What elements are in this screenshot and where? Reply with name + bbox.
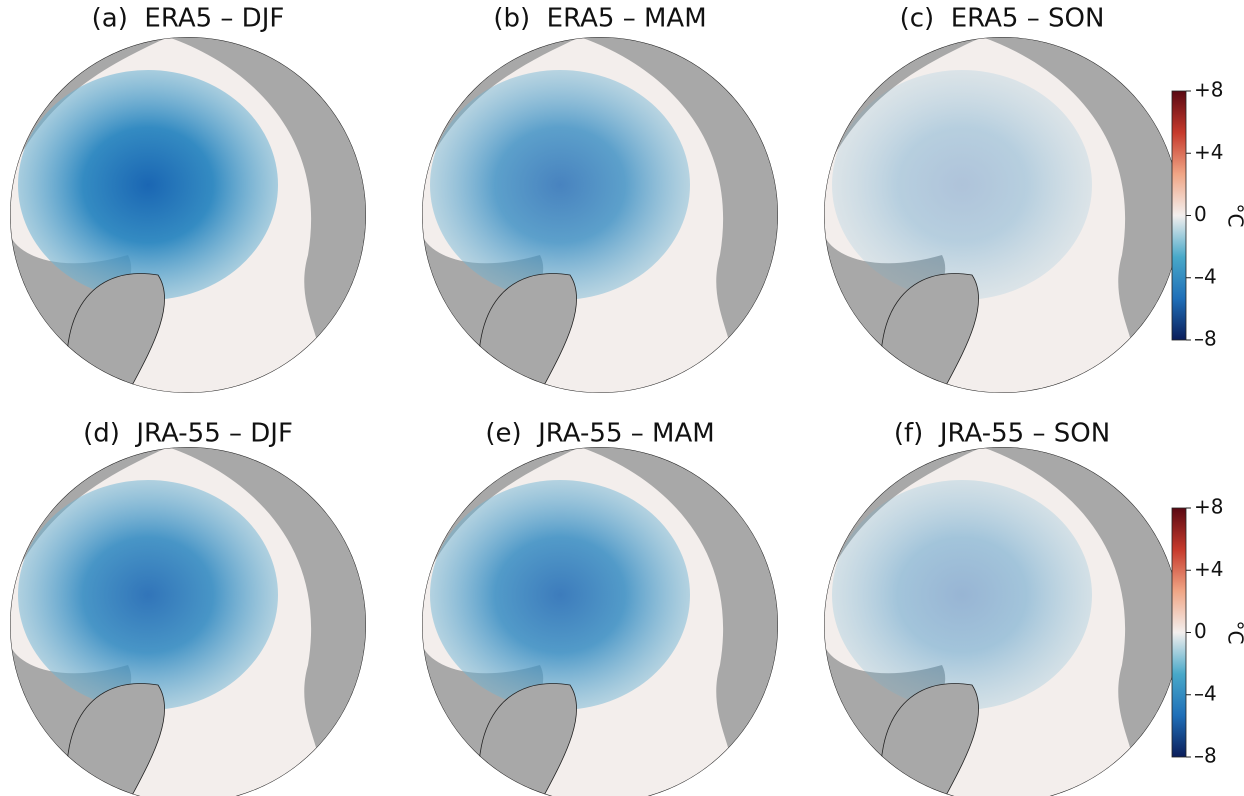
colorbar (1171, 90, 1187, 341)
colorbar-label: °C (1224, 621, 1244, 645)
colorbar-label: °C (1224, 204, 1244, 228)
tick-label: –4 (1194, 681, 1217, 705)
greenland (478, 273, 577, 393)
panel-title: (a) ERA5 – DJF (92, 4, 285, 34)
greenland (880, 683, 979, 796)
map (824, 447, 1180, 796)
greenland (66, 273, 165, 393)
tick-label: 0 (1194, 202, 1207, 226)
tick-label: –8 (1194, 744, 1217, 768)
anomaly (832, 480, 1092, 710)
tick-label: +8 (1194, 78, 1223, 102)
panel-title: (d) JRA-55 – DJF (83, 419, 293, 449)
greenland (880, 273, 979, 393)
tick-label: +8 (1194, 495, 1223, 519)
anomaly (18, 480, 278, 710)
anomaly (18, 70, 278, 300)
tick-label: –8 (1194, 327, 1217, 351)
colorbar (1171, 507, 1187, 758)
tick-label: 0 (1194, 619, 1207, 643)
tick-label: –4 (1194, 264, 1217, 288)
panel-title: (e) JRA-55 – MAM (485, 419, 714, 449)
panel-title: (b) ERA5 – MAM (493, 4, 706, 34)
tick-label: +4 (1194, 140, 1223, 164)
map (824, 37, 1180, 393)
anomaly (430, 480, 690, 710)
tick-label: +4 (1194, 557, 1223, 581)
anomaly (832, 70, 1092, 300)
panel-title: (c) ERA5 – SON (900, 4, 1105, 34)
greenland (66, 683, 165, 796)
map (10, 37, 366, 393)
panel-title: (f) JRA-55 – SON (894, 419, 1110, 449)
map (10, 447, 366, 796)
anomaly (430, 70, 690, 300)
greenland (478, 683, 577, 796)
map (422, 37, 778, 393)
map (422, 447, 778, 796)
